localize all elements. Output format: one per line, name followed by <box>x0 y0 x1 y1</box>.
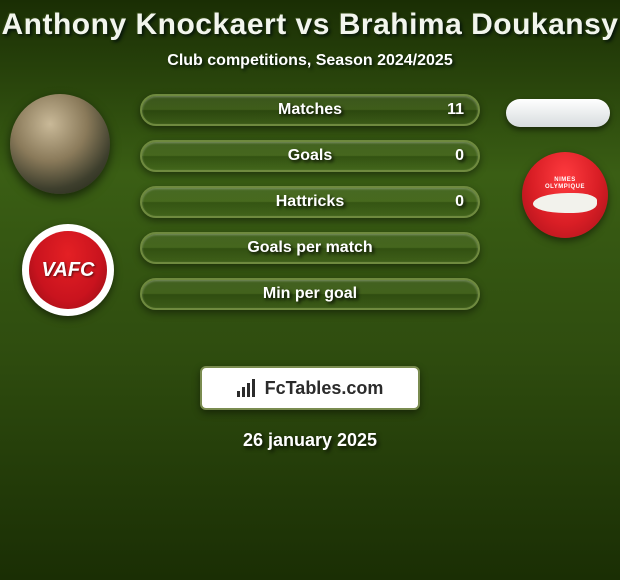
club-left-abbr: VAFC <box>29 231 107 309</box>
comparison-stage: VAFC NIMES OLYMPIQUE Matches 11 Goals 0 … <box>0 94 620 354</box>
stat-label: Goals per match <box>142 234 478 262</box>
player-left-avatar <box>10 94 110 194</box>
stat-right-value: 11 <box>447 96 464 124</box>
stat-bar-goals: Goals 0 <box>140 140 480 172</box>
club-right-line2: OLYMPIQUE <box>545 184 585 191</box>
bar-chart-icon <box>237 379 259 397</box>
crocodile-icon <box>533 193 597 213</box>
date-text: 26 january 2025 <box>0 430 620 451</box>
stat-label: Min per goal <box>142 280 478 308</box>
page-title: Anthony Knockaert vs Brahima Doukansy <box>0 0 620 42</box>
page-subtitle: Club competitions, Season 2024/2025 <box>0 52 620 70</box>
stat-bar-hattricks: Hattricks 0 <box>140 186 480 218</box>
player-right-placeholder <box>506 99 610 127</box>
stat-right-value: 0 <box>455 188 464 216</box>
stat-bar-min-per-goal: Min per goal <box>140 278 480 310</box>
brand-text: FcTables.com <box>265 378 384 399</box>
stat-label: Hattricks <box>142 188 478 216</box>
club-left-badge: VAFC <box>22 224 114 316</box>
stat-label: Goals <box>142 142 478 170</box>
stat-bar-matches: Matches 11 <box>140 94 480 126</box>
stat-bar-goals-per-match: Goals per match <box>140 232 480 264</box>
brand-box: FcTables.com <box>200 366 420 410</box>
club-right-badge: NIMES OLYMPIQUE <box>522 152 608 238</box>
stat-bars: Matches 11 Goals 0 Hattricks 0 Goals per… <box>140 94 480 324</box>
stat-right-value: 0 <box>455 142 464 170</box>
club-right-line1: NIMES <box>554 177 576 184</box>
stat-label: Matches <box>142 96 478 124</box>
